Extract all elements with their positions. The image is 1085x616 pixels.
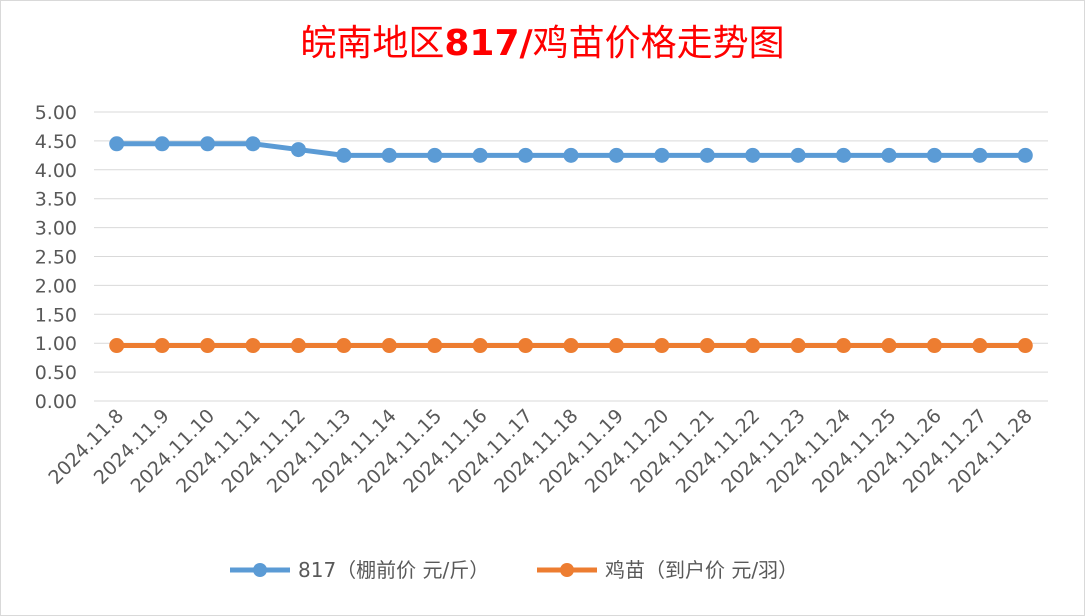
data-point xyxy=(790,147,806,163)
legend-marker xyxy=(560,563,574,577)
data-point xyxy=(745,147,761,163)
title-prefix: 皖南地区 xyxy=(300,23,445,64)
data-point xyxy=(336,338,352,354)
data-point xyxy=(109,136,125,152)
data-point xyxy=(518,338,534,354)
data-point xyxy=(1017,338,1033,354)
data-point xyxy=(472,147,488,163)
data-point xyxy=(427,338,443,354)
data-point xyxy=(926,147,942,163)
y-tick-label: 5.00 xyxy=(35,102,77,124)
data-point xyxy=(290,338,306,354)
y-tick-label: 0.00 xyxy=(35,391,77,413)
legend-label: 817（棚前价 元/斤） xyxy=(298,558,489,582)
y-tick-label: 4.50 xyxy=(35,131,77,153)
data-point xyxy=(836,147,852,163)
title-suffix: 鸡苗价格走势图 xyxy=(532,23,785,64)
data-point xyxy=(290,142,306,158)
data-point xyxy=(926,338,942,354)
y-tick-label: 3.50 xyxy=(35,189,77,211)
data-point xyxy=(745,338,761,354)
data-point xyxy=(109,338,125,354)
y-tick-label: 2.50 xyxy=(35,247,77,269)
data-point xyxy=(381,147,397,163)
data-point xyxy=(200,136,216,152)
data-point xyxy=(790,338,806,354)
data-point xyxy=(245,136,261,152)
data-point xyxy=(154,136,170,152)
y-tick-label: 1.50 xyxy=(35,304,77,326)
data-point xyxy=(654,338,670,354)
y-tick-label: 4.00 xyxy=(35,160,77,182)
data-point xyxy=(381,338,397,354)
data-point xyxy=(972,147,988,163)
title-code: 817/ xyxy=(444,23,533,64)
data-point xyxy=(654,147,670,163)
y-tick-label: 0.50 xyxy=(35,362,77,384)
data-point xyxy=(608,147,624,163)
legend-marker xyxy=(253,563,267,577)
data-point xyxy=(608,338,624,354)
y-tick-label: 1.00 xyxy=(35,333,77,355)
data-point xyxy=(200,338,216,354)
legend-label: 鸡苗（到户价 元/羽） xyxy=(605,558,798,582)
data-point xyxy=(245,338,261,354)
data-point xyxy=(836,338,852,354)
data-point xyxy=(699,338,715,354)
data-point xyxy=(1017,147,1033,163)
y-tick-label: 3.00 xyxy=(35,218,77,240)
data-point xyxy=(563,147,579,163)
data-point xyxy=(154,338,170,354)
data-point xyxy=(699,147,715,163)
data-point xyxy=(563,338,579,354)
data-point xyxy=(881,147,897,163)
data-point xyxy=(427,147,443,163)
data-point xyxy=(881,338,897,354)
data-point xyxy=(472,338,488,354)
y-tick-label: 2.00 xyxy=(35,275,77,297)
chart-title: 皖南地区817/鸡苗价格走势图 xyxy=(0,22,1085,66)
data-point xyxy=(972,338,988,354)
data-point xyxy=(336,147,352,163)
data-point xyxy=(518,147,534,163)
